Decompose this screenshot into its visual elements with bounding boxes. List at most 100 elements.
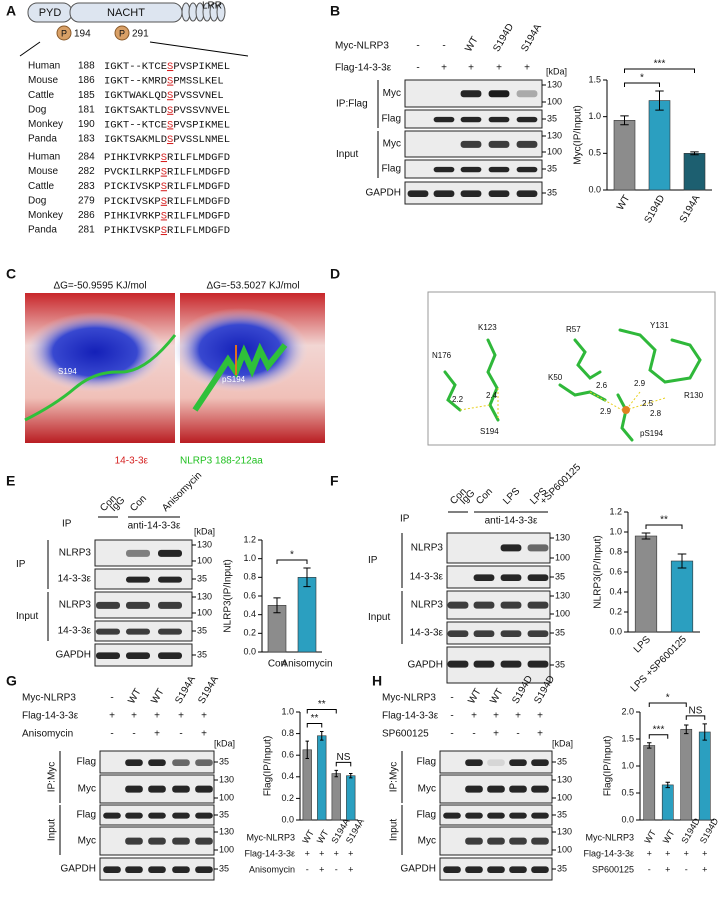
band: [433, 166, 455, 173]
band: [103, 812, 121, 819]
band: [195, 785, 213, 793]
distance-label: 2.9: [600, 407, 612, 416]
error-bar: [320, 730, 324, 741]
lane-label: S194D: [491, 22, 516, 54]
y-tick-label: 2.0: [621, 706, 634, 716]
y-axis-label: NLRP3(IP/Input): [593, 535, 604, 608]
y-tick-label: 1.2: [243, 534, 256, 544]
band: [126, 652, 150, 659]
band: [195, 837, 213, 845]
sequence-part: S: [161, 225, 167, 237]
species: Panda: [28, 225, 57, 236]
blot-label: Flag: [417, 810, 436, 821]
sequence: IGKTSAKMLDSPVSSLNMEL: [104, 134, 230, 146]
marker-label: 35: [197, 573, 207, 583]
ip-label: IP: [62, 519, 72, 530]
error-bar: [655, 90, 664, 111]
group-label: IP: [16, 559, 26, 570]
band: [126, 549, 150, 557]
domain-label: PYD: [39, 7, 62, 19]
distance-label: 2.2: [452, 395, 464, 404]
marker-label: 130: [547, 130, 562, 140]
band: [125, 785, 143, 793]
sequence-part: S: [167, 119, 173, 131]
sequence-part: PMSSLKEL: [173, 75, 223, 87]
y-tick-label: 0.4: [243, 609, 256, 619]
residue-label: K50: [548, 373, 563, 382]
condition-value: +: [348, 864, 353, 874]
sequence-part: IGKT--KTCE: [104, 61, 167, 73]
sequence-part: PIHKIVRKP: [104, 210, 161, 222]
band: [509, 837, 527, 845]
condition-value: +: [702, 848, 707, 858]
residue-number: 188: [78, 61, 95, 72]
lane-label: S194A: [519, 22, 544, 54]
lane-label: -: [416, 63, 419, 74]
sequence-part: PIHKIVRKP: [104, 152, 161, 164]
legend-label: NLRP3 188-212aa: [180, 456, 263, 467]
marker-label: 100: [197, 555, 212, 565]
significance-bracket: [648, 734, 669, 739]
marker-label: 100: [547, 96, 562, 106]
residue-number: 181: [78, 104, 95, 115]
condition-name: Myc-NLRP3: [246, 832, 295, 842]
marker-label: 130: [197, 539, 212, 549]
condition-value: +: [348, 848, 353, 858]
lrr-repeats: [181, 2, 226, 22]
band: [126, 628, 150, 635]
antibody-label: anti-14-3-3ε: [128, 521, 181, 532]
peptide-helix: [192, 342, 288, 412]
band: [126, 576, 150, 583]
species: Monkey: [28, 119, 63, 130]
y-tick-label: 0.6: [609, 566, 622, 576]
phospho-site: [56, 25, 72, 41]
sequence-part: S: [161, 196, 167, 208]
blot-label: 14-3-3ε: [410, 572, 444, 583]
residue-number: 284: [78, 152, 95, 163]
sequence-part: IGKT--KMRD: [104, 75, 167, 87]
band: [433, 190, 455, 197]
species: Mouse: [28, 75, 58, 86]
blot-label: NLRP3: [411, 600, 444, 611]
condition-name: Myc-NLRP3: [22, 693, 76, 704]
panel-label: G: [6, 673, 17, 689]
residue-label: N176: [432, 351, 452, 360]
blot-label: Flag: [382, 114, 401, 125]
condition-value: +: [702, 864, 707, 874]
residue-label: S194: [480, 427, 499, 436]
site-label: S194: [58, 367, 77, 376]
blot-label: Myc: [418, 836, 436, 847]
site-position: 291: [132, 29, 149, 40]
image-frame: [427, 291, 716, 446]
hbond-lines: [459, 388, 666, 420]
x-tick-label: LPS: [632, 634, 653, 655]
sequence-part: PIHKIVSKP: [104, 225, 161, 237]
y-tick-label: 1.0: [609, 526, 622, 536]
band: [195, 759, 213, 766]
blot-label: 14-3-3ε: [58, 626, 92, 637]
species: Dog: [28, 195, 46, 206]
marker-label: 35: [555, 659, 565, 669]
lane-label: +: [537, 729, 543, 740]
band: [172, 866, 190, 873]
marker-label: 100: [557, 844, 572, 854]
y-tick-label: 1.5: [588, 74, 601, 84]
surface-patch: [172, 308, 308, 392]
marker-label: 35: [547, 187, 557, 197]
significance-bracket: [306, 708, 337, 714]
significance-bracket: [685, 715, 706, 720]
sequence-part: RILFLMDGFD: [167, 196, 230, 208]
significance-bracket: [335, 761, 352, 767]
bar: [613, 120, 636, 191]
species: Mouse: [28, 166, 58, 177]
bar: [634, 535, 658, 633]
y-tick-label: 0.2: [243, 628, 256, 638]
sequence: IGKT--KTCESPVSPIKMEL: [104, 61, 230, 73]
lane-label: +: [201, 729, 207, 740]
bar: [643, 745, 656, 821]
species: Cattle: [28, 90, 55, 101]
blot-label: NLRP3: [59, 600, 92, 611]
sequence: PIHKIVRKPSRILFLMDGFD: [104, 152, 230, 164]
error-bar: [647, 742, 652, 749]
